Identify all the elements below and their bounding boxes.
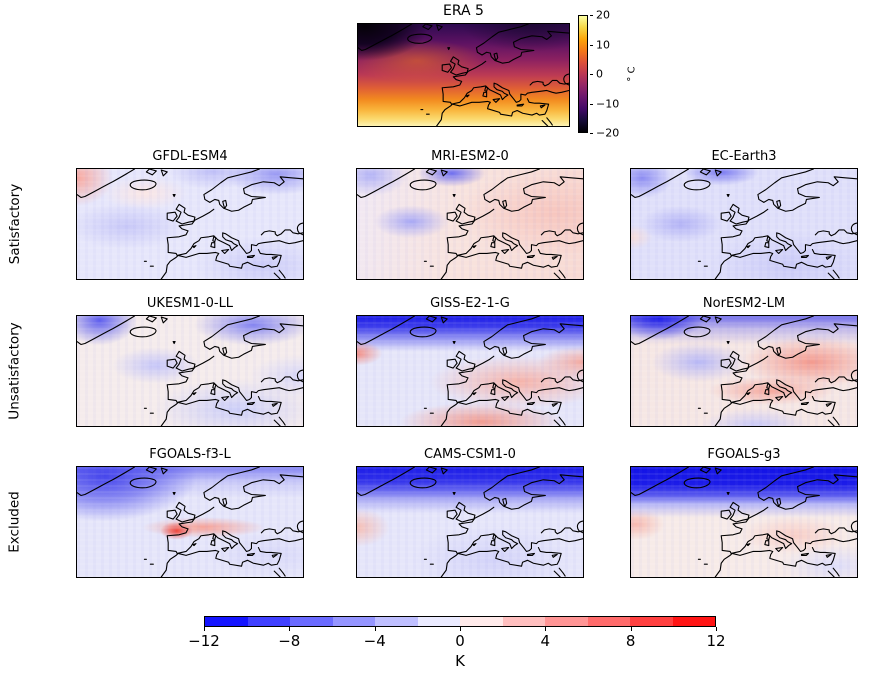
era5-map (357, 23, 570, 127)
colorbar-segment (247, 617, 290, 626)
row-label-text: Excluded (7, 491, 23, 553)
bias-colorbar-tick-label: 8 (625, 632, 636, 650)
colorbar-segment (332, 617, 375, 626)
bias-colorbar-tick-label: −4 (363, 632, 386, 650)
colorbar-segment (290, 617, 333, 626)
row-label-text: Satisfactory (7, 183, 23, 265)
bias-map-fgoals-f3-l (76, 466, 304, 578)
bias-map-mri-esm2-0 (356, 168, 584, 280)
coastline-overlay (631, 467, 857, 577)
panel-title-cams-csm1-0: CAMS-CSM1-0 (424, 447, 516, 462)
era5-colorbar-tick (590, 74, 593, 75)
coastline-overlay (357, 169, 583, 279)
colorbar-segment (587, 617, 630, 626)
bias-map-noresm2-lm (630, 315, 858, 427)
bias-map-cams-csm1-0 (356, 466, 584, 578)
colorbar-segment (205, 617, 248, 626)
bias-colorbar-tick (204, 627, 205, 631)
era5-colorbar-tick-label: 20 (596, 8, 610, 22)
era5-colorbar-tick-label: 10 (596, 38, 610, 51)
bias-colorbar-tick (630, 627, 632, 631)
bias-colorbar-unit-label: K (455, 652, 465, 670)
era5-colorbar-tick-label: −20 (596, 126, 620, 140)
bias-map-giss-e2-1-g (356, 315, 584, 427)
row-label-satisfactory: Satisfactory (0, 168, 30, 280)
era5-colorbar-tick (590, 103, 593, 105)
row-label-excluded: Excluded (0, 466, 30, 578)
bias-colorbar-tick-label: 0 (455, 632, 465, 650)
coastline-overlay (77, 467, 303, 577)
bias-colorbar-segments (205, 617, 715, 626)
bias-colorbar-tick (289, 627, 291, 631)
coastline-overlay (631, 316, 857, 426)
row-label-unsatisfactory: Unsatisfactory (0, 315, 30, 427)
colorbar-segment (545, 617, 588, 626)
row-label-text: Unsatisfactory (7, 322, 23, 420)
bias-colorbar-tick (374, 627, 376, 631)
era5-colorbar-tick (590, 133, 593, 134)
era5-colorbar-tick-label: 0 (596, 67, 603, 81)
panel-title-noresm2-lm: NorESM2-LM (702, 296, 786, 311)
bias-map-fgoals-g3 (630, 466, 858, 578)
bias-colorbar-tick (460, 627, 461, 631)
coastline-overlay (357, 316, 583, 426)
panel-title-giss-e2-1-g: GISS-E2-1-G (430, 296, 510, 311)
coastline-overlay (358, 24, 569, 126)
bias-colorbar-tick (716, 627, 717, 631)
bias-map-gfdl-esm4 (76, 168, 304, 280)
coastline-overlay (77, 316, 303, 426)
bias-colorbar-tick-label: −8 (278, 632, 301, 650)
colorbar-segment (672, 617, 715, 626)
panel-title-ec-earth3: EC-Earth3 (711, 149, 777, 164)
panel-title-mri-esm2-0: MRI-ESM2-0 (431, 149, 509, 164)
panel-title-fgoals-g3: FGOALS-g3 (707, 447, 781, 462)
bias-colorbar-tick-label: −12 (188, 632, 220, 650)
coastline-overlay (357, 467, 583, 577)
era5-colorbar-tick (590, 44, 593, 46)
bias-colorbar-tick (545, 627, 547, 631)
panel-title-gfdl-esm4: GFDL-ESM4 (152, 149, 228, 164)
panel-title-era5: ERA 5 (443, 3, 484, 19)
era5-colorbar-unit-label: ° C (626, 66, 638, 82)
colorbar-segment (460, 617, 503, 626)
panel-title-ukesm1-0-ll: UKESM1-0-LL (146, 296, 234, 311)
era5-colorbar-tick-label: −10 (596, 97, 620, 110)
bias-map-ukesm1-0-ll (76, 315, 304, 427)
bias-colorbar (204, 616, 716, 627)
bias-colorbar-tick-label: 12 (706, 632, 726, 650)
colorbar-segment (375, 617, 418, 626)
bias-map-ec-earth3 (630, 168, 858, 280)
bias-colorbar-tick-label: 4 (540, 632, 551, 650)
panel-title-fgoals-f3-l: FGOALS-f3-L (149, 447, 231, 462)
coastline-overlay (631, 169, 857, 279)
colorbar-segment (502, 617, 545, 626)
colorbar-segment (630, 617, 673, 626)
era5-colorbar (578, 15, 588, 133)
coastline-overlay (77, 169, 303, 279)
era5-colorbar-tick (590, 15, 593, 16)
colorbar-segment (417, 617, 460, 626)
